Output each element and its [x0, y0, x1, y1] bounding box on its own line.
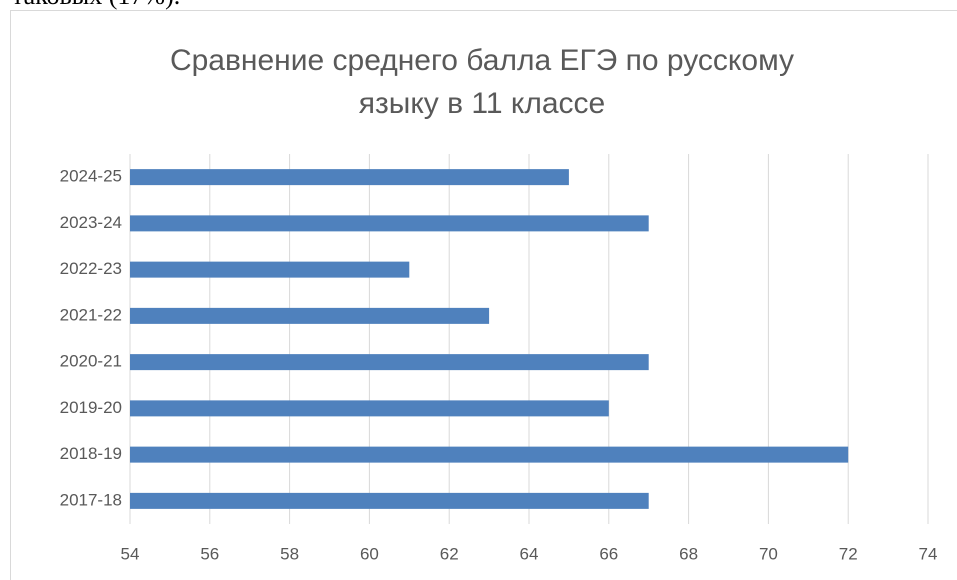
x-tick-label: 56: [200, 544, 219, 563]
chart-title: Сравнение среднего балла ЕГЭ по русскому: [170, 44, 794, 77]
x-tick-label: 62: [440, 544, 459, 563]
x-tick-label: 74: [919, 544, 938, 563]
x-tick-label: 60: [360, 544, 379, 563]
bar: [130, 446, 849, 463]
document-text: таковых (17%).: [12, 0, 180, 10]
y-tick-label: 2022-23: [60, 259, 122, 278]
bar: [130, 169, 569, 186]
bar: [130, 307, 490, 324]
x-tick-label: 58: [280, 544, 299, 563]
y-tick-label: 2023-24: [60, 213, 122, 232]
x-tick-label: 66: [599, 544, 618, 563]
bar: [130, 400, 609, 417]
y-tick-label: 2018-19: [60, 444, 122, 463]
y-tick-label: 2024-25: [60, 167, 122, 186]
x-tick-label: 68: [679, 544, 698, 563]
y-tick-label: 2019-20: [60, 398, 122, 417]
bar: [130, 492, 649, 509]
bar: [130, 261, 410, 278]
chart-title: языку в 11 классе: [359, 87, 605, 120]
x-tick-label: 72: [839, 544, 858, 563]
chart-border: [10, 10, 957, 580]
y-tick-label: 2017-18: [60, 490, 122, 509]
x-tick-label: 54: [121, 544, 140, 563]
bar: [130, 354, 649, 371]
x-tick-label: 70: [759, 544, 778, 563]
y-tick-label: 2021-22: [60, 305, 122, 324]
x-tick-label: 64: [520, 544, 539, 563]
y-tick-label: 2020-21: [60, 352, 122, 371]
bar: [130, 215, 649, 232]
